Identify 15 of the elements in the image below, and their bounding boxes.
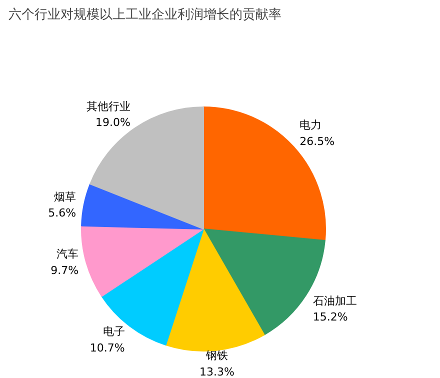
slice-label: 电力: [300, 118, 322, 132]
slice-label: 其他行业: [86, 100, 130, 113]
data-label: 5.6%: [48, 206, 76, 220]
slice-label: 烟草: [54, 190, 76, 204]
data-label: 10.7%: [90, 341, 125, 354]
chart-title: 六个行业对规模以上工业企业利润增长的贡献率: [8, 6, 282, 22]
data-label: 26.5%: [300, 134, 335, 148]
slice-label: 石油加工: [312, 294, 357, 308]
data-label: 19.0%: [95, 116, 130, 130]
data-label: 13.3%: [199, 365, 234, 378]
data-label: 15.2%: [312, 310, 348, 324]
slice-label: 钢铁: [204, 349, 228, 362]
slice-label: 电子: [102, 325, 125, 338]
slice-label: 汽车: [56, 248, 79, 261]
data-label: 9.7%: [50, 264, 79, 277]
